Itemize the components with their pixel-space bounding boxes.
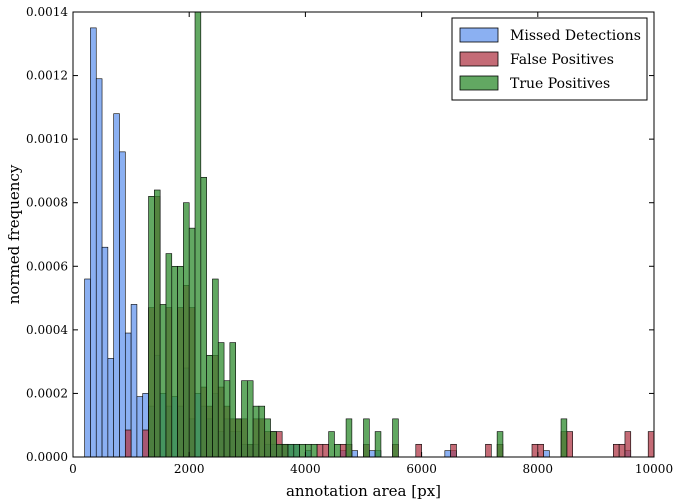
histogram-bar (351, 450, 358, 457)
histogram-bar (101, 246, 109, 457)
histogram-bar (183, 202, 190, 457)
x-tick-label: 4000 (290, 462, 321, 476)
histogram-bar (194, 12, 202, 457)
histogram-bar (363, 418, 370, 457)
histogram-bar (293, 443, 300, 457)
histogram-bar (95, 78, 103, 457)
histogram-bar (276, 443, 283, 457)
histogram-bar (299, 443, 306, 457)
histogram-bar (345, 418, 353, 457)
histogram-bar (229, 342, 236, 457)
histogram-bar (264, 418, 271, 457)
histogram-bar (305, 443, 312, 457)
histogram-bar (328, 431, 335, 457)
histogram-bar (618, 443, 626, 457)
histogram-bar (322, 443, 329, 457)
legend-swatch (459, 51, 499, 67)
histogram-bar (316, 443, 324, 457)
histogram-bar (310, 443, 318, 457)
histogram-bar (200, 176, 207, 457)
histogram-bar (113, 113, 120, 457)
histogram-bar (613, 443, 620, 457)
y-tick-label: 0.0006 (26, 259, 68, 273)
histogram-bar (444, 450, 451, 457)
histogram-bar (252, 405, 260, 457)
histogram-bar (543, 450, 550, 457)
x-axis: 0 2000 4000 6000 8000 10000 (69, 12, 673, 476)
x-tick-label: 0 (69, 462, 77, 476)
histogram-bar (119, 151, 126, 457)
histogram-bar (148, 196, 155, 457)
histogram-bar (177, 265, 184, 457)
histogram-bar (136, 396, 144, 457)
histogram-bar (212, 278, 219, 457)
histogram-bar (159, 304, 167, 457)
histogram-bar (90, 27, 97, 457)
y-axis-label: normed frequency (5, 164, 23, 304)
legend-entry: False Positives (510, 52, 614, 68)
legend-swatch (459, 27, 499, 43)
histogram-bar (392, 418, 399, 457)
histogram-bar (241, 380, 248, 457)
histogram-bar (258, 405, 266, 457)
histogram-bar (188, 227, 196, 457)
histogram-bar (281, 443, 289, 457)
y-tick-label: 0.0010 (26, 132, 68, 146)
histogram-bar (560, 418, 568, 457)
histogram-bar (154, 189, 161, 457)
x-axis-label: annotation area [px] (286, 482, 441, 500)
histogram-bar (647, 431, 654, 457)
histogram-bar (235, 418, 242, 457)
series-true-positives (148, 12, 568, 457)
histogram-bar (415, 443, 422, 457)
histogram-bar (124, 429, 132, 457)
bars-layer (84, 12, 654, 457)
legend-swatch (459, 75, 499, 91)
histogram-bar (537, 443, 544, 457)
histogram-bar (624, 431, 632, 457)
x-tick-label: 2000 (174, 462, 205, 476)
histogram-bar (107, 358, 114, 457)
histogram-bar (247, 380, 254, 457)
histogram-bar (130, 304, 138, 457)
histogram-bar (217, 342, 225, 457)
y-tick-label: 0.0012 (26, 69, 68, 83)
y-tick-label: 0.0014 (26, 5, 68, 19)
histogram-bar (165, 253, 173, 457)
legend: Missed Detections False Positives True Pos… (451, 17, 648, 101)
y-tick-label: 0.0008 (26, 196, 68, 210)
legend-entry: True Positives (510, 76, 610, 92)
x-tick-label: 8000 (523, 462, 554, 476)
histogram-bar (223, 380, 231, 457)
histogram-bar (485, 443, 492, 457)
histogram-bar (287, 443, 295, 457)
histogram-bar (84, 278, 91, 457)
histogram-bar (531, 443, 539, 457)
histogram-bar (206, 354, 213, 457)
histogram-bar (450, 443, 457, 457)
y-tick-label: 0.0000 (26, 450, 68, 464)
histogram-bar (171, 265, 178, 457)
histogram-bar (334, 443, 341, 457)
y-tick-label: 0.0002 (26, 386, 68, 400)
x-tick-label: 10000 (635, 462, 673, 476)
histogram-bar (369, 450, 376, 457)
legend-entry: Missed Detections (510, 28, 641, 44)
histogram-bar (496, 431, 504, 457)
x-tick-label: 6000 (406, 462, 437, 476)
plot-frame (72, 11, 655, 458)
histogram-bar (142, 429, 149, 457)
histogram-bar (374, 431, 382, 457)
histogram-bar (339, 443, 347, 457)
histogram-bar (270, 431, 277, 457)
y-tick-label: 0.0004 (26, 323, 68, 337)
y-axis: 0.0000 0.0002 0.0004 0.0006 0.0008 0.0010 0.00… (26, 5, 654, 464)
histogram-bar (566, 431, 573, 457)
